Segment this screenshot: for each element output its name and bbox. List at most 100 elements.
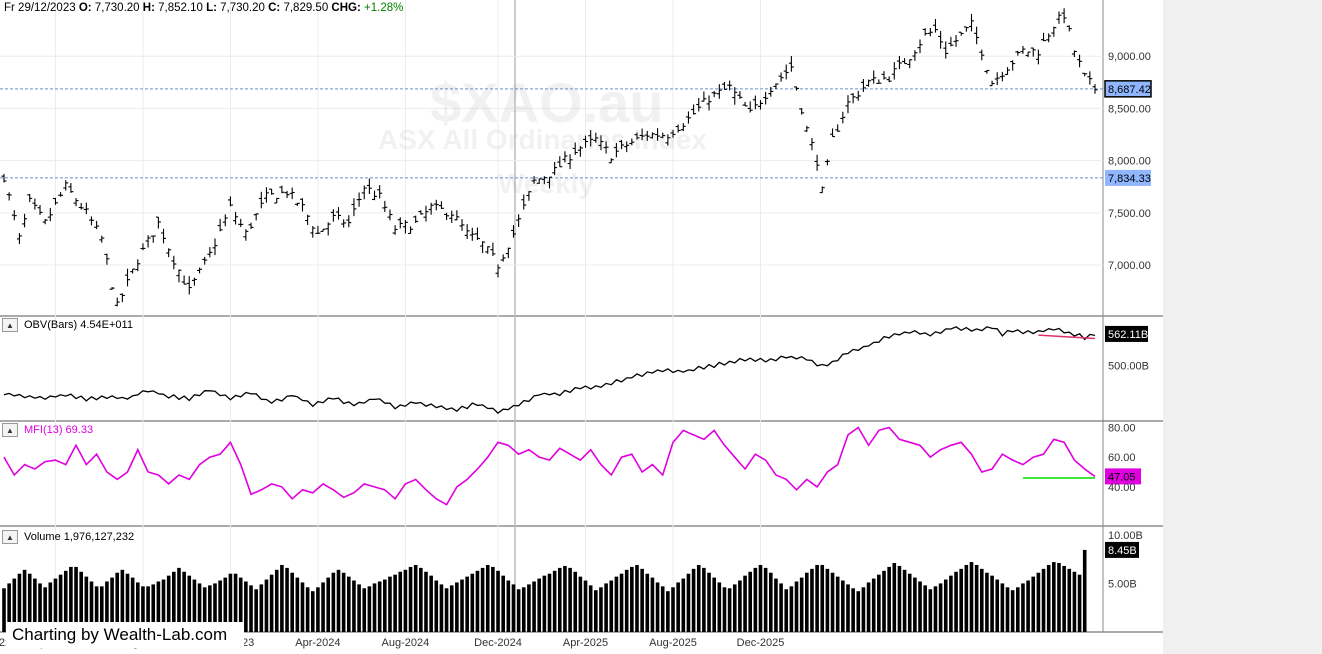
price-bar <box>361 185 367 200</box>
volume-bar <box>851 588 855 632</box>
header-chg: +1.28% <box>364 2 404 14</box>
price-bar <box>299 198 305 212</box>
price-bar <box>372 190 378 201</box>
volume-bar <box>650 577 655 632</box>
price-bar <box>624 141 630 153</box>
price-bar <box>16 233 22 245</box>
volume-bar <box>568 567 572 632</box>
price-bar <box>377 185 383 199</box>
price-bar <box>1010 60 1016 71</box>
price-bar <box>840 111 846 124</box>
price-bar <box>583 135 589 148</box>
volume-bar <box>907 573 912 632</box>
price-bar <box>269 188 275 195</box>
price-bar <box>516 214 522 228</box>
volume-bar <box>768 572 773 632</box>
volume-bar <box>609 580 614 632</box>
price-bar <box>243 229 249 241</box>
price-bar <box>814 154 820 171</box>
price-bar <box>444 212 450 221</box>
volume-bar <box>660 586 665 632</box>
volume-bar <box>496 570 500 632</box>
price-bar <box>701 91 707 102</box>
price-bar <box>974 26 980 45</box>
volume-bar <box>491 566 495 632</box>
obv-trendline <box>1038 334 1096 340</box>
price-bar <box>68 183 74 193</box>
price-bar <box>830 128 836 138</box>
volume-bar <box>861 587 866 632</box>
volume-bar <box>1036 572 1041 632</box>
price-bar <box>119 293 125 303</box>
volume-bar <box>439 584 444 632</box>
collapse-mfi-icon[interactable]: ▲ <box>2 423 18 437</box>
price-bar <box>521 194 527 210</box>
collapse-obv-icon[interactable]: ▲ <box>2 318 18 332</box>
price-bar <box>1092 84 1098 94</box>
volume-bar <box>460 579 464 632</box>
volume-bar <box>933 586 938 632</box>
volume-bar <box>815 564 819 632</box>
price-bar <box>588 130 594 147</box>
volume-bar <box>964 564 969 632</box>
obv-value-text: 562.11B <box>1108 329 1148 341</box>
price-bar <box>464 224 470 240</box>
price-bar <box>495 264 501 278</box>
volume-bar <box>753 567 758 632</box>
price-bar <box>732 87 738 105</box>
price-bar <box>449 210 455 223</box>
price-bar <box>289 187 295 200</box>
price-bar <box>320 228 326 232</box>
volume-bar <box>125 573 130 632</box>
volume-bar <box>449 585 454 632</box>
volume-bar <box>707 572 711 632</box>
mfi-pane-label: ▲ MFI(13) 69.33 <box>2 423 93 437</box>
volume-bar <box>506 580 511 632</box>
price-bar <box>794 86 800 91</box>
price-bar <box>207 247 213 258</box>
volume-bar <box>918 581 922 632</box>
price-bar <box>1035 49 1041 65</box>
header-high: 7,852.10 <box>158 2 203 14</box>
price-bar <box>58 192 64 197</box>
price-bar <box>88 216 94 226</box>
price-bar <box>73 197 79 207</box>
price-bar <box>680 123 686 132</box>
volume-bar <box>1005 587 1010 632</box>
volume-bar <box>1052 562 1056 632</box>
price-bar <box>423 205 429 222</box>
collapse-volume-icon[interactable]: ▲ <box>2 530 18 544</box>
volume-bar <box>393 574 397 632</box>
price-bar <box>490 242 496 256</box>
volume-bar <box>367 586 372 632</box>
volume-bar <box>938 583 943 632</box>
price-tick-label: 8,500.00 <box>1108 103 1151 115</box>
header-date: Fr 29/12/2023 <box>4 2 76 14</box>
price-bar <box>104 253 110 265</box>
price-bar <box>356 192 362 207</box>
volume-bar <box>244 581 248 632</box>
volume-bar <box>1057 563 1061 632</box>
price-bar <box>788 56 794 72</box>
volume-bar <box>774 578 778 632</box>
volume-bar <box>465 576 469 632</box>
price-bar <box>408 226 414 235</box>
price-bar <box>963 26 969 32</box>
price-bar <box>366 178 372 194</box>
volume-bar <box>151 584 156 632</box>
volume-bar <box>1062 565 1066 632</box>
volume-pane: 8.45B <box>2 541 1139 632</box>
price-bar <box>608 158 614 164</box>
price-tick-label: 9,000.00 <box>1108 51 1151 63</box>
mfi-value-marker <box>1105 468 1141 485</box>
volume-bar <box>635 564 639 632</box>
volume-bar <box>686 573 691 632</box>
volume-bar <box>846 584 850 632</box>
price-bar <box>402 220 408 234</box>
price-bar <box>902 58 908 65</box>
price-bar <box>917 39 923 54</box>
volume-bar <box>588 585 593 632</box>
volume-bar <box>74 566 78 632</box>
volume-bar <box>727 588 732 632</box>
volume-bar <box>594 590 598 632</box>
